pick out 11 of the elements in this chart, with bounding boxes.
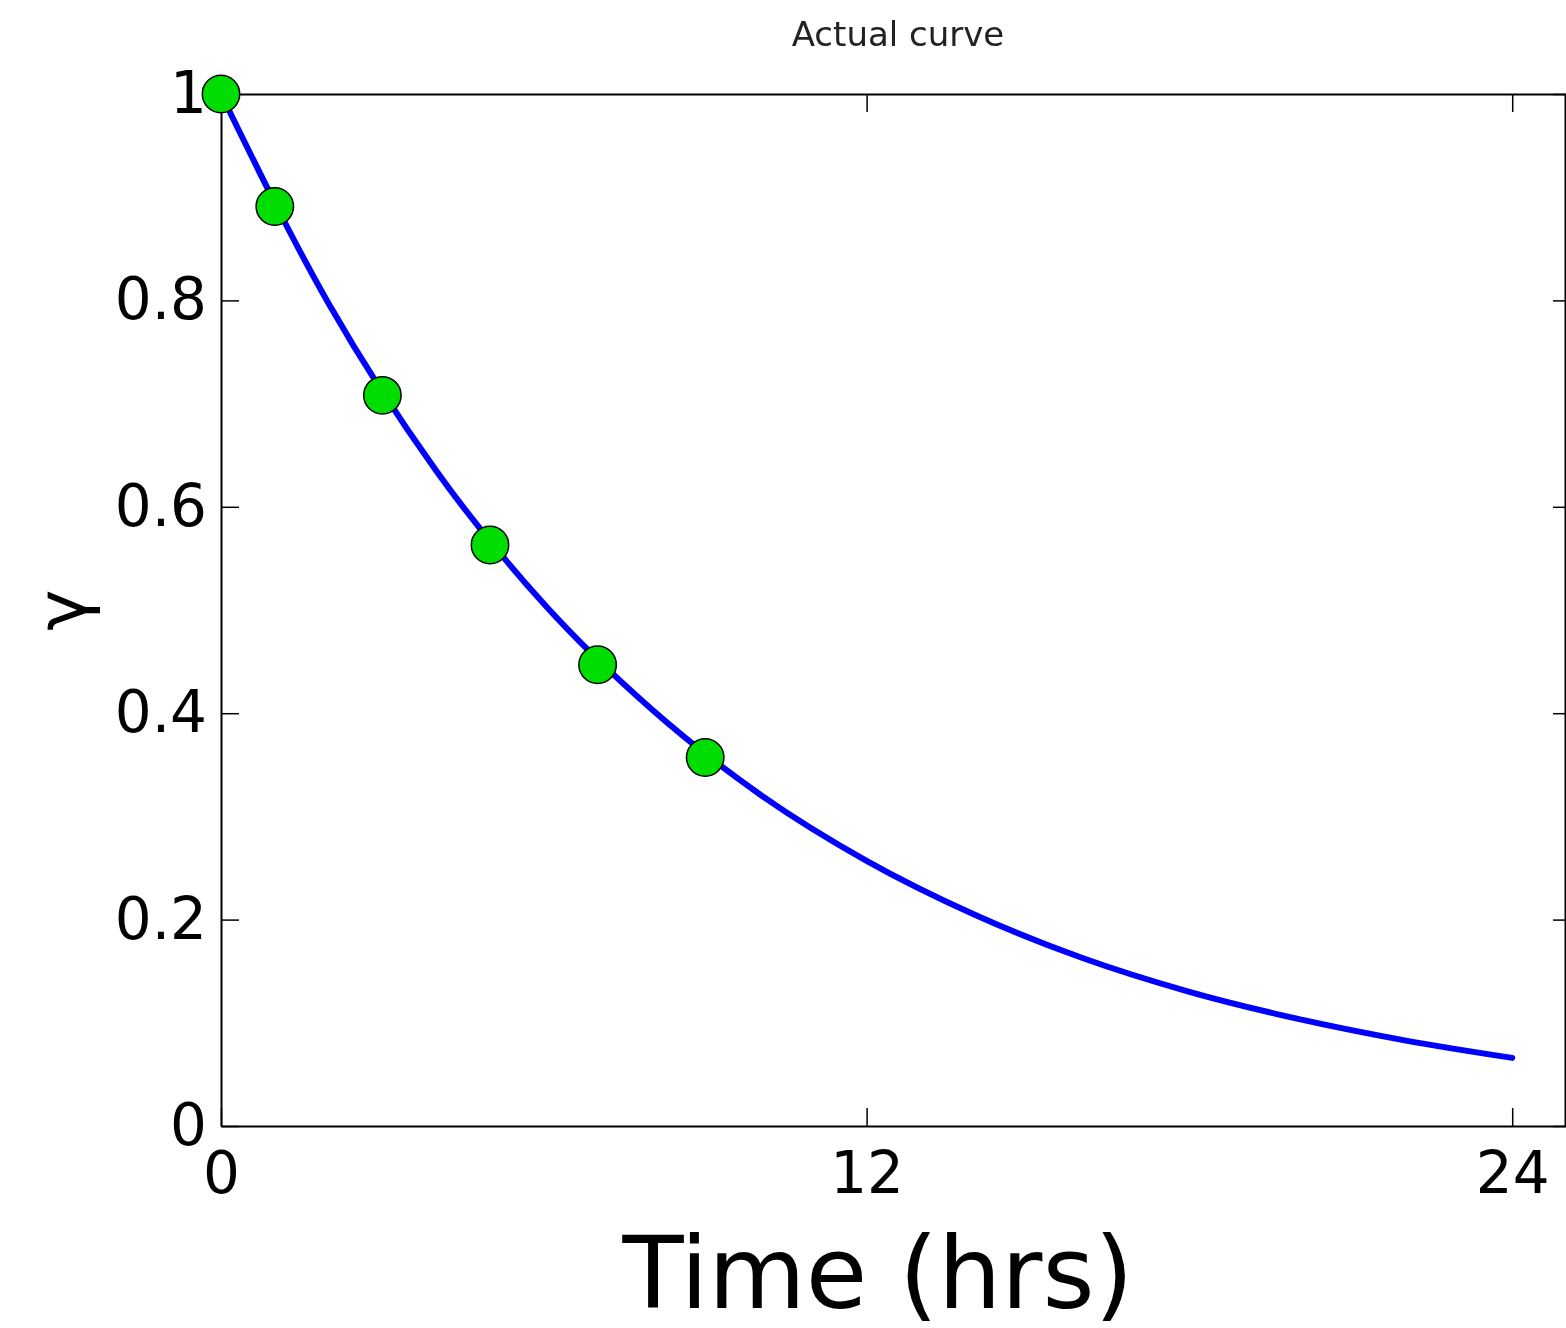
y-axis-title: γ bbox=[21, 589, 103, 631]
x-tick-label: 12 bbox=[830, 1139, 905, 1208]
y-tick-label: 0.4 bbox=[114, 678, 207, 747]
y-tick-label: 1 bbox=[170, 59, 207, 128]
chart-title: Actual curve bbox=[791, 14, 1005, 54]
y-tick-label: 0.2 bbox=[114, 884, 207, 953]
x-axis-title: Time (hrs) bbox=[621, 1215, 1134, 1328]
y-tick-label: 0.8 bbox=[114, 265, 207, 334]
x-tick-label: 24 bbox=[1475, 1139, 1550, 1208]
y-tick-label: 0.6 bbox=[114, 471, 207, 540]
y-tick-label: 0 bbox=[170, 1091, 207, 1160]
